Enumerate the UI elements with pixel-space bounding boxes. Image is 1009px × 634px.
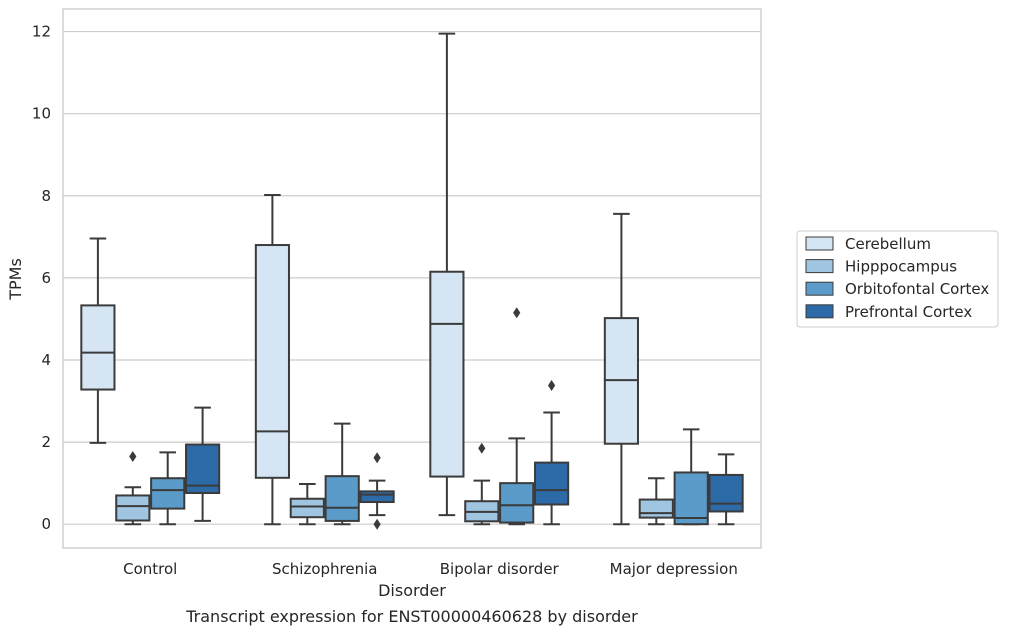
box-groups [80,32,744,530]
x-tick-label: Control [123,560,177,578]
x-tick-label: Schizophrenia [272,560,377,578]
box-0-3 [185,406,221,522]
y-tick-label: 6 [41,269,51,287]
box-1-3 [359,452,395,530]
box-iqr [150,477,186,510]
grid-lines [63,30,761,525]
outlier-marker [373,452,381,464]
legend-swatch [805,236,834,251]
box-1-1 [289,482,325,526]
box-2-2 [499,307,535,526]
y-tick-label: 10 [32,105,51,123]
box-2-0 [429,32,465,517]
y-tick-label: 12 [32,23,51,41]
box-iqr [708,473,744,513]
outlier-marker [513,307,521,319]
box-iqr [499,482,535,524]
box-3-0 [603,212,639,526]
plot-area [62,8,762,549]
y-tick-label: 4 [41,351,51,369]
y-tick-label: 0 [41,515,51,533]
box-2-1 [464,442,500,526]
box-0-2 [150,451,186,526]
legend-entry: Hipppocampus [845,258,957,276]
box-3-1 [638,477,674,526]
box-0-1 [115,450,151,526]
chart-caption: Transcript expression for ENST0000046062… [185,607,638,626]
box-iqr [324,475,360,522]
box-0-0 [80,237,116,444]
legend-swatch [805,304,834,319]
legend-entry: Cerebellum [845,235,931,253]
x-tick-label: Bipolar disorder [440,560,560,578]
box-iqr [359,490,395,504]
outlier-marker [548,379,556,391]
box-3-2 [673,428,709,526]
outlier-marker [478,442,486,454]
x-tick-label: Major depression [610,560,738,578]
box-iqr [673,471,709,526]
box-3-3 [708,453,744,526]
x-axis-ticks: Control Schizophrenia Bipolar disorder Majo… [123,560,738,578]
box-iqr [254,244,290,479]
legend: Cerebellum Hipppocampus Orbitofontal Corte… [796,230,999,328]
y-axis-label: TPMs [6,258,25,301]
legend-entry: Orbitofontal Cortex [845,280,989,298]
y-tick-label: 8 [41,187,51,205]
legend-frame [796,230,999,328]
box-1-2 [324,422,360,526]
box-2-3 [534,379,570,526]
outlier-marker [373,518,381,530]
box-iqr [289,497,325,519]
outlier-marker [129,450,137,462]
box-iqr [534,461,570,506]
box-iqr [638,498,674,519]
legend-entry: Prefrontal Cortex [845,303,972,321]
box-1-0 [254,193,290,526]
legend-swatch [805,281,834,296]
box-iqr [80,304,116,391]
x-axis-label: Disorder [378,581,446,600]
legend-swatch [805,259,834,274]
box-iqr [115,494,151,522]
y-axis-ticks: 0 2 4 6 8 10 12 [32,23,51,534]
box-iqr [429,270,465,478]
y-tick-label: 2 [41,433,51,451]
